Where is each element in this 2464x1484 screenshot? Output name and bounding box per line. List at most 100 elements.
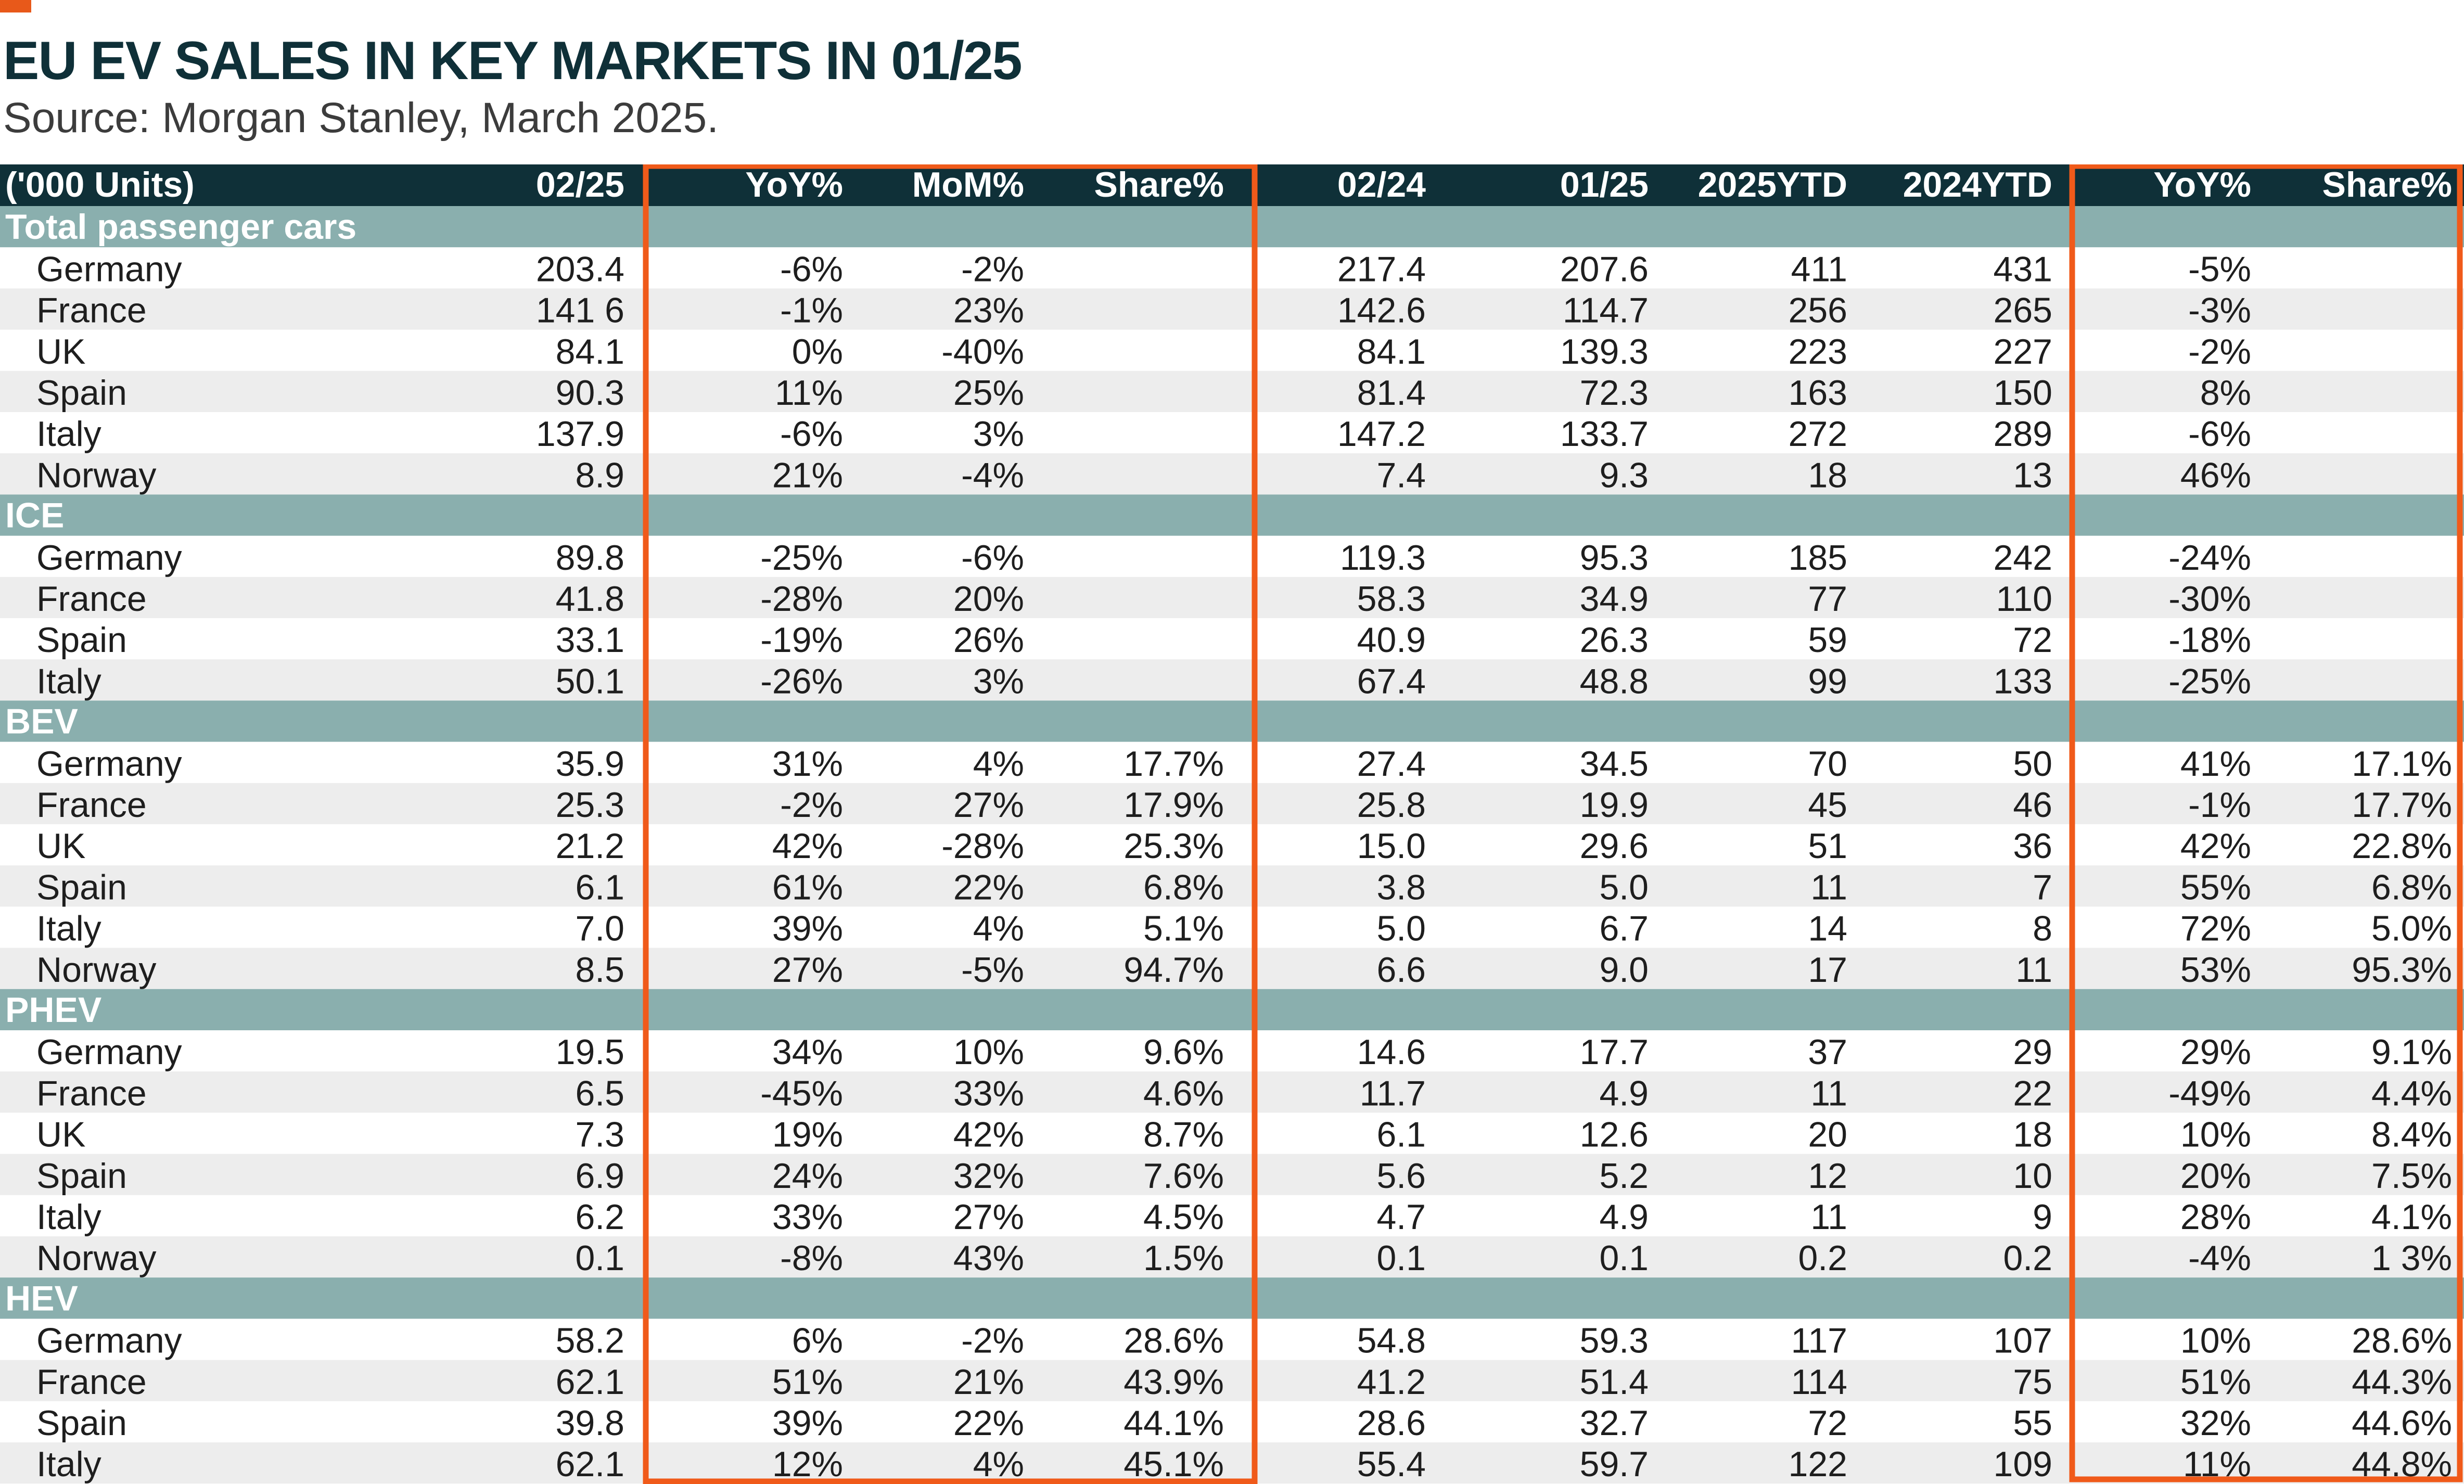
section-header-bg: [0, 206, 2464, 248]
table-cell: 411: [1791, 249, 1847, 289]
table-cell: 4.4%: [2371, 1073, 2452, 1113]
table-cell: 4%: [973, 1444, 1024, 1484]
row-label: Germany: [36, 1321, 182, 1361]
table-cell: 51%: [772, 1362, 843, 1402]
table-cell: 37: [1808, 1032, 1847, 1072]
table-cell: 39.8: [556, 1403, 624, 1443]
table-cell: 10%: [2180, 1115, 2251, 1155]
table-cell: 34.9: [1580, 579, 1649, 619]
table-cell: 0.1: [1376, 1238, 1426, 1278]
row-stripe: [0, 1071, 2464, 1113]
table-cell: 6.8%: [1143, 867, 1224, 907]
table-cell: 5.0%: [2371, 909, 2452, 949]
table-cell: 122: [1789, 1444, 1847, 1484]
table-cell: 6.7: [1599, 909, 1649, 949]
row-label: Germany: [36, 744, 182, 784]
table-cell: 10%: [2180, 1321, 2251, 1361]
table-cell: -6%: [961, 538, 1024, 578]
highlight-box-monthly: [643, 164, 1258, 1484]
table-cell: 55%: [2180, 867, 2251, 907]
table-cell: 17.7%: [2352, 785, 2452, 825]
table-cell: -49%: [2168, 1073, 2251, 1113]
section-header-label: Total passenger cars: [5, 207, 356, 247]
table-cell: 6.5: [575, 1073, 624, 1113]
table-cell: 3%: [973, 661, 1024, 701]
table-cell: 9.6%: [1143, 1032, 1224, 1072]
table-cell: 44.6%: [2352, 1403, 2452, 1443]
table-cell: 6.1: [1376, 1115, 1426, 1155]
section-header-label: ICE: [5, 496, 64, 535]
table-cell: 19%: [772, 1115, 843, 1155]
table-cell: 58.2: [556, 1321, 624, 1361]
table-cell: 40.9: [1357, 620, 1426, 660]
table-cell: 114.7: [1563, 291, 1649, 330]
row-label: Norway: [36, 950, 157, 990]
table-cell: 17.1%: [2352, 744, 2452, 784]
table-cell: 22%: [953, 1403, 1024, 1443]
table-cell: 8.4%: [2371, 1115, 2452, 1155]
table-cell: 33.1: [556, 620, 624, 660]
table-cell: 163: [1789, 373, 1847, 413]
table-cell: 17.7%: [1124, 744, 1224, 784]
section-header-label: HEV: [5, 1278, 78, 1318]
row-label: Spain: [36, 620, 127, 660]
header-row-bg: [0, 164, 2464, 206]
row-label: UK: [36, 826, 85, 866]
table-cell: 51%: [2180, 1362, 2251, 1402]
table-cell: 6.9: [575, 1156, 624, 1196]
table-cell: 114: [1791, 1362, 1847, 1402]
section-header-bg: [0, 494, 2464, 536]
row-stripe: [0, 1360, 2464, 1401]
table-cell: 207.6: [1560, 249, 1649, 289]
table-cell: 107: [1994, 1321, 2052, 1361]
table-cell: 77: [1808, 579, 1847, 619]
table-cell: 119.3: [1340, 538, 1426, 578]
table-cell: 72: [1808, 1403, 1847, 1443]
row-label: France: [36, 579, 147, 619]
table-cell: 45: [1808, 785, 1847, 825]
table-cell: 81.4: [1357, 373, 1426, 413]
table-cell: 32.7: [1580, 1403, 1649, 1443]
table-cell: 3%: [973, 414, 1024, 454]
table-cell: 5.1%: [1143, 909, 1224, 949]
table-cell: 29: [2013, 1032, 2052, 1072]
table-cell: 29.6: [1580, 826, 1649, 866]
table-cell: -3%: [2188, 291, 2251, 330]
table-cell: 15.0: [1357, 826, 1426, 866]
row-label: Germany: [36, 1032, 182, 1072]
table-cell: 4%: [973, 909, 1024, 949]
table-cell: 31%: [772, 744, 843, 784]
table-cell: 3.8: [1376, 867, 1426, 907]
table-cell: -5%: [961, 950, 1024, 990]
table-cell: 137.9: [536, 414, 624, 454]
table-cell: 51.4: [1580, 1362, 1649, 1402]
table-cell: -28%: [941, 826, 1024, 866]
row-label: Spain: [36, 373, 127, 413]
table-cell: 142.6: [1337, 291, 1426, 330]
table-cell: 6.8%: [2371, 867, 2452, 907]
table-cell: -26%: [760, 661, 843, 701]
table-cell: -24%: [2168, 538, 2251, 578]
row-stripe: [0, 453, 2464, 495]
table-cell: -8%: [780, 1238, 843, 1278]
table-cell: 33%: [953, 1073, 1024, 1113]
table-cell: 14.6: [1357, 1032, 1426, 1072]
table-cell: 265: [1994, 291, 2052, 330]
table-cell: 185: [1789, 538, 1847, 578]
section-header-bg: [0, 700, 2464, 742]
table-cell: 21%: [953, 1362, 1024, 1402]
table-cell: 43.9%: [1124, 1362, 1224, 1402]
section-header-label: BEV: [5, 702, 78, 741]
table-cell: 19.9: [1580, 785, 1649, 825]
table-cell: 20%: [2180, 1156, 2251, 1196]
table-cell: 1.5%: [1143, 1238, 1224, 1278]
table-cell: 4.7: [1376, 1197, 1426, 1237]
column-header: 02/24: [1337, 165, 1426, 204]
table-cell: -2%: [961, 249, 1024, 289]
table-cell: 217.4: [1337, 249, 1426, 289]
row-stripe: [0, 783, 2464, 824]
table-cell: -2%: [2188, 332, 2251, 372]
table-cell: 10: [2013, 1156, 2052, 1196]
table-cell: 43%: [953, 1238, 1024, 1278]
table-cell: -5%: [2188, 249, 2251, 289]
